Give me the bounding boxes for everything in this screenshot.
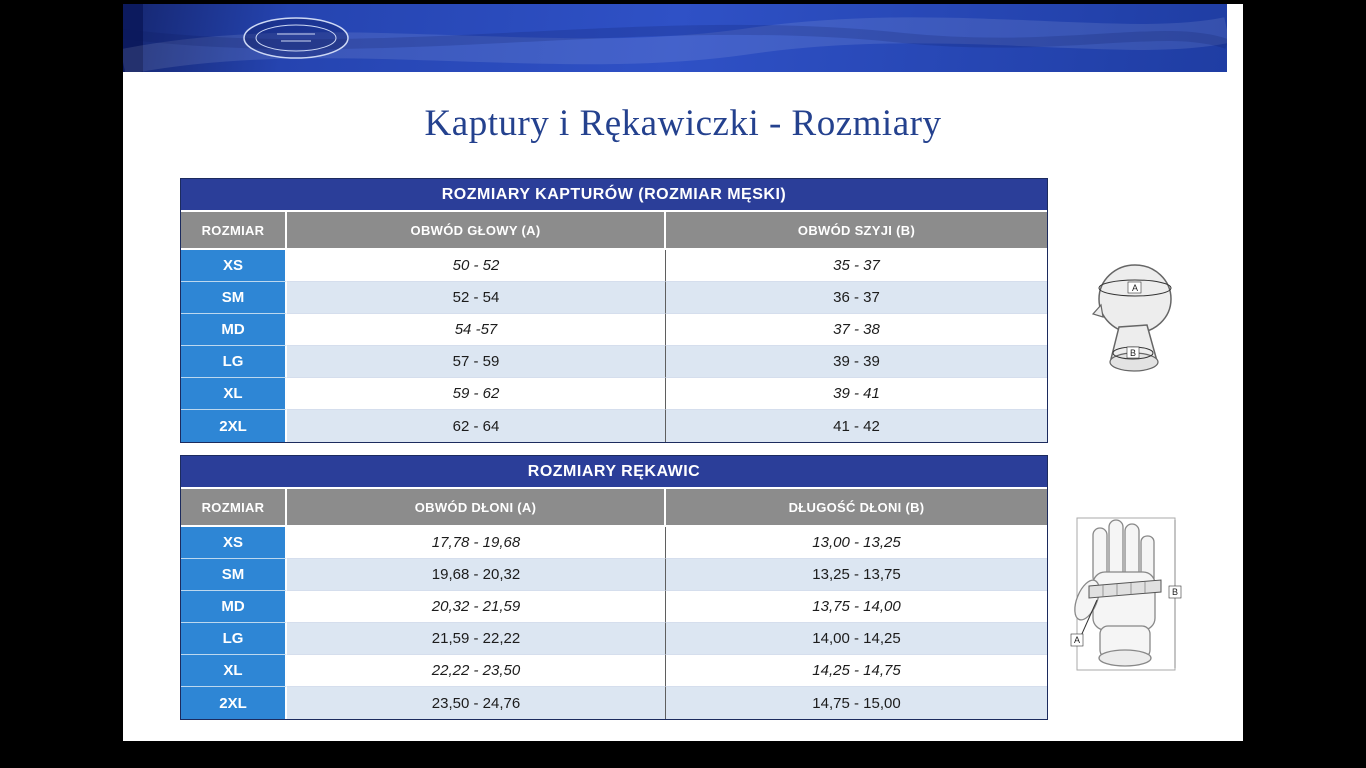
value-cell-a: 50 - 52 bbox=[287, 250, 666, 282]
hand-label-b: B bbox=[1172, 587, 1178, 597]
band-swoosh-decoration bbox=[123, 17, 1227, 72]
column-header-hand-circumference: OBWÓD DŁONI (A) bbox=[287, 489, 666, 527]
value-cell-b: 14,00 - 14,25 bbox=[666, 623, 1047, 655]
company-logo-emblem bbox=[243, 17, 349, 59]
hood-size-table: ROZMIARY KAPTURÓW (ROZMIAR MĘSKI) ROZMIA… bbox=[180, 178, 1048, 443]
value-cell-a: 17,78 - 19,68 bbox=[287, 527, 666, 559]
size-cell: 2XL bbox=[181, 687, 287, 719]
table-row: LG 57 - 59 39 - 39 bbox=[181, 346, 1047, 378]
value-cell-b: 14,25 - 14,75 bbox=[666, 655, 1047, 687]
value-cell-b: 39 - 41 bbox=[666, 378, 1047, 410]
value-cell-a: 57 - 59 bbox=[287, 346, 666, 378]
hand-label-a: A bbox=[1074, 635, 1080, 645]
value-cell-b: 41 - 42 bbox=[666, 410, 1047, 442]
column-header-head-circumference: OBWÓD GŁOWY (A) bbox=[287, 212, 666, 250]
hood-table-header: ROZMIAR OBWÓD GŁOWY (A) OBWÓD SZYJI (B) bbox=[181, 212, 1047, 250]
table-row: MD 20,32 - 21,59 13,75 - 14,00 bbox=[181, 591, 1047, 623]
value-cell-b: 37 - 38 bbox=[666, 314, 1047, 346]
table-row: SM 19,68 - 20,32 13,25 - 13,75 bbox=[181, 559, 1047, 591]
value-cell-a: 62 - 64 bbox=[287, 410, 666, 442]
glove-table-header: ROZMIAR OBWÓD DŁONI (A) DŁUGOŚĆ DŁONI (B… bbox=[181, 489, 1047, 527]
value-cell-b: 35 - 37 bbox=[666, 250, 1047, 282]
table-row: XS 50 - 52 35 - 37 bbox=[181, 250, 1047, 282]
column-header-hand-length: DŁUGOŚĆ DŁONI (B) bbox=[666, 489, 1047, 527]
column-header-size: ROZMIAR bbox=[181, 489, 287, 527]
table-row: LG 21,59 - 22,22 14,00 - 14,25 bbox=[181, 623, 1047, 655]
value-cell-a: 22,22 - 23,50 bbox=[287, 655, 666, 687]
head-measurement-diagram: A B bbox=[1091, 264, 1172, 372]
size-cell: SM bbox=[181, 559, 287, 591]
size-cell: 2XL bbox=[181, 410, 287, 442]
value-cell-a: 20,32 - 21,59 bbox=[287, 591, 666, 623]
glove-size-table: ROZMIARY RĘKAWIC ROZMIAR OBWÓD DŁONI (A)… bbox=[180, 455, 1048, 720]
value-cell-a: 23,50 - 24,76 bbox=[287, 687, 666, 719]
value-cell-b: 13,00 - 13,25 bbox=[666, 527, 1047, 559]
size-cell: LG bbox=[181, 623, 287, 655]
value-cell-b: 14,75 - 15,00 bbox=[666, 687, 1047, 719]
value-cell-b: 13,25 - 13,75 bbox=[666, 559, 1047, 591]
table-row: SM 52 - 54 36 - 37 bbox=[181, 282, 1047, 314]
table-row: XL 59 - 62 39 - 41 bbox=[181, 378, 1047, 410]
size-cell: MD bbox=[181, 591, 287, 623]
page-title: Kaptury i Rękawiczki - Rozmiary bbox=[424, 103, 942, 144]
size-cell: LG bbox=[181, 346, 287, 378]
hood-table-title: ROZMIARY KAPTURÓW (ROZMIAR MĘSKI) bbox=[181, 179, 1047, 212]
value-cell-b: 36 - 37 bbox=[666, 282, 1047, 314]
column-header-size: ROZMIAR bbox=[181, 212, 287, 250]
size-cell: XS bbox=[181, 250, 287, 282]
value-cell-a: 52 - 54 bbox=[287, 282, 666, 314]
head-label-b: B bbox=[1130, 348, 1136, 358]
slide: Kaptury i Rękawiczki - Rozmiary ROZMIARY… bbox=[123, 4, 1243, 741]
table-row: XL 22,22 - 23,50 14,25 - 14,75 bbox=[181, 655, 1047, 687]
column-header-neck-circumference: OBWÓD SZYJI (B) bbox=[666, 212, 1047, 250]
header-band bbox=[123, 4, 1227, 72]
value-cell-a: 21,59 - 22,22 bbox=[287, 623, 666, 655]
size-cell: MD bbox=[181, 314, 287, 346]
size-cell: SM bbox=[181, 282, 287, 314]
value-cell-a: 59 - 62 bbox=[287, 378, 666, 410]
value-cell-a: 19,68 - 20,32 bbox=[287, 559, 666, 591]
hand-measurement-diagram: A B bbox=[1070, 517, 1182, 671]
value-cell-a: 54 -57 bbox=[287, 314, 666, 346]
value-cell-b: 39 - 39 bbox=[666, 346, 1047, 378]
table-row: MD 54 -57 37 - 38 bbox=[181, 314, 1047, 346]
glove-table-title: ROZMIARY RĘKAWIC bbox=[181, 456, 1047, 489]
table-row: 2XL 23,50 - 24,76 14,75 - 15,00 bbox=[181, 687, 1047, 719]
table-row: XS 17,78 - 19,68 13,00 - 13,25 bbox=[181, 527, 1047, 559]
size-cell: XS bbox=[181, 527, 287, 559]
size-cell: XL bbox=[181, 655, 287, 687]
value-cell-b: 13,75 - 14,00 bbox=[666, 591, 1047, 623]
table-row: 2XL 62 - 64 41 - 42 bbox=[181, 410, 1047, 442]
head-label-a: A bbox=[1132, 283, 1138, 293]
size-cell: XL bbox=[181, 378, 287, 410]
band-dark-edge bbox=[123, 4, 143, 72]
